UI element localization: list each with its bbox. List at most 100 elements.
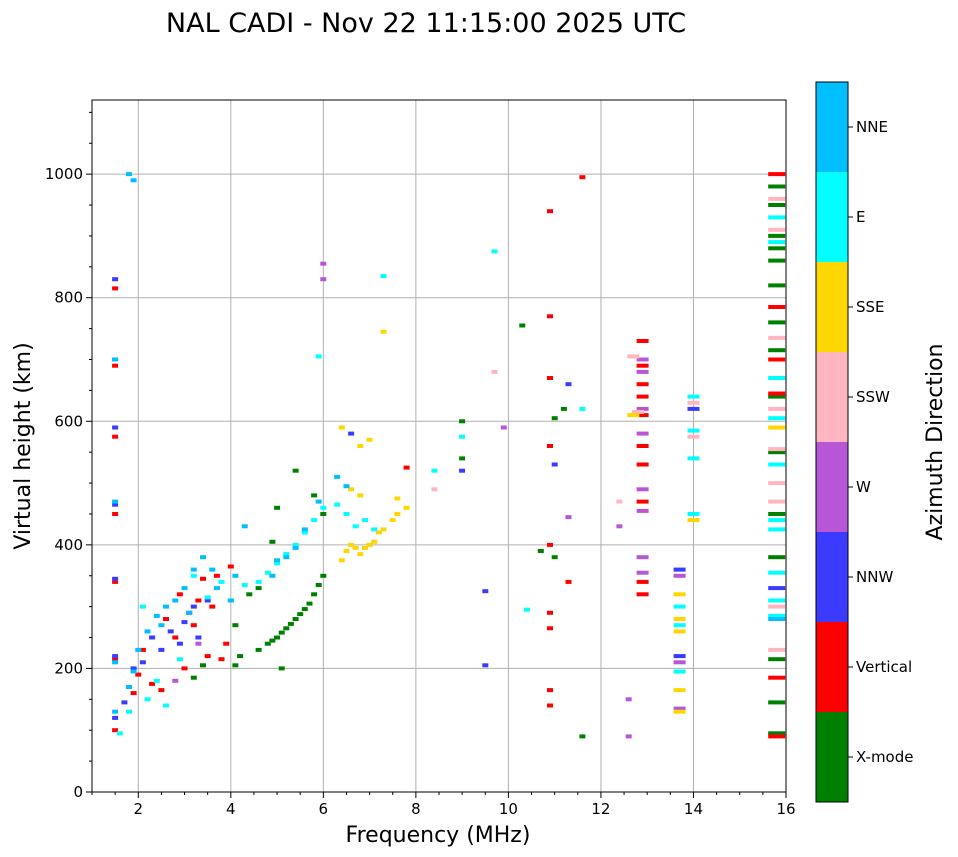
- data-point: [768, 613, 786, 618]
- data-point: [135, 647, 142, 652]
- data-point: [768, 348, 786, 353]
- data-point: [768, 450, 786, 455]
- data-point: [320, 261, 327, 266]
- data-point: [537, 549, 544, 553]
- data-point: [500, 425, 507, 430]
- data-point: [112, 512, 119, 516]
- data-point: [227, 598, 234, 603]
- data-point: [334, 474, 341, 479]
- data-point: [768, 172, 786, 177]
- data-point: [673, 706, 686, 711]
- data-point: [186, 610, 193, 615]
- data-point: [209, 604, 216, 609]
- data-point: [130, 669, 137, 674]
- colorbar-segment: [816, 352, 848, 442]
- data-point: [126, 172, 132, 177]
- data-point: [673, 654, 686, 659]
- data-point: [687, 456, 700, 461]
- data-point: [190, 573, 197, 578]
- y-tick-label: 200: [54, 659, 83, 677]
- data-point: [547, 626, 553, 631]
- data-point: [301, 607, 308, 612]
- data-point: [241, 524, 248, 529]
- data-point: [283, 552, 290, 557]
- data-point: [112, 660, 119, 665]
- data-point: [768, 416, 786, 421]
- data-point: [768, 320, 786, 325]
- series-e: [116, 215, 786, 736]
- data-point: [375, 530, 382, 535]
- data-point: [768, 227, 786, 232]
- data-point: [320, 505, 327, 510]
- data-point: [204, 595, 211, 600]
- data-point: [144, 697, 151, 702]
- data-point: [768, 258, 786, 263]
- data-point: [636, 363, 649, 368]
- data-point: [482, 589, 489, 594]
- data-point: [768, 240, 786, 245]
- data-point: [636, 339, 649, 343]
- y-axis: 0 200 400 600 800 1000: [45, 111, 92, 801]
- series-ssw: [431, 196, 786, 652]
- data-point: [389, 518, 396, 523]
- data-point: [292, 545, 299, 550]
- data-point: [579, 175, 586, 180]
- data-point: [636, 508, 649, 513]
- data-point: [218, 579, 225, 584]
- data-point: [158, 623, 165, 628]
- data-point: [636, 382, 649, 387]
- data-point: [636, 394, 649, 399]
- data-point: [551, 416, 558, 421]
- colorbar-segment: [816, 82, 848, 172]
- data-point: [112, 425, 119, 430]
- data-point: [687, 406, 700, 411]
- data-point: [190, 567, 197, 572]
- data-point: [431, 487, 438, 492]
- colorbar-label: Azimuth Direction: [923, 343, 948, 540]
- data-point: [673, 709, 686, 714]
- data-point: [768, 512, 786, 516]
- data-point: [172, 598, 179, 603]
- data-point: [687, 428, 700, 433]
- data-point: [491, 249, 498, 254]
- data-point: [673, 573, 686, 578]
- data-point: [625, 734, 632, 739]
- data-point: [200, 576, 206, 581]
- grid-lines: [92, 100, 786, 792]
- data-point: [459, 468, 466, 473]
- data-point: [768, 617, 786, 621]
- data-point: [232, 663, 239, 668]
- data-point: [292, 468, 299, 473]
- data-point: [673, 604, 686, 609]
- data-point: [181, 586, 188, 591]
- data-point: [403, 505, 410, 510]
- data-point: [616, 524, 623, 529]
- data-point: [673, 617, 686, 621]
- data-point: [565, 382, 572, 387]
- x-tick-label: 8: [411, 800, 421, 818]
- data-point: [687, 518, 700, 523]
- data-point: [687, 512, 700, 516]
- data-point: [112, 579, 119, 584]
- data-point: [547, 703, 553, 708]
- data-point: [176, 657, 183, 662]
- data-point: [768, 376, 786, 380]
- data-point: [264, 570, 271, 575]
- data-point: [112, 728, 119, 733]
- data-point: [768, 406, 786, 411]
- data-point: [768, 555, 786, 560]
- data-point: [565, 515, 572, 520]
- data-point: [292, 617, 299, 621]
- data-point: [547, 209, 553, 214]
- data-point: [768, 731, 786, 736]
- data-point: [547, 314, 553, 319]
- colorbar-segment: [816, 442, 848, 532]
- data-point: [163, 703, 169, 708]
- data-point: [158, 688, 165, 693]
- data-point: [149, 635, 156, 640]
- data-point: [139, 660, 146, 665]
- data-point: [320, 512, 327, 516]
- colorbar-tick-label: W: [856, 478, 871, 496]
- data-point: [768, 305, 786, 309]
- data-point: [213, 573, 220, 578]
